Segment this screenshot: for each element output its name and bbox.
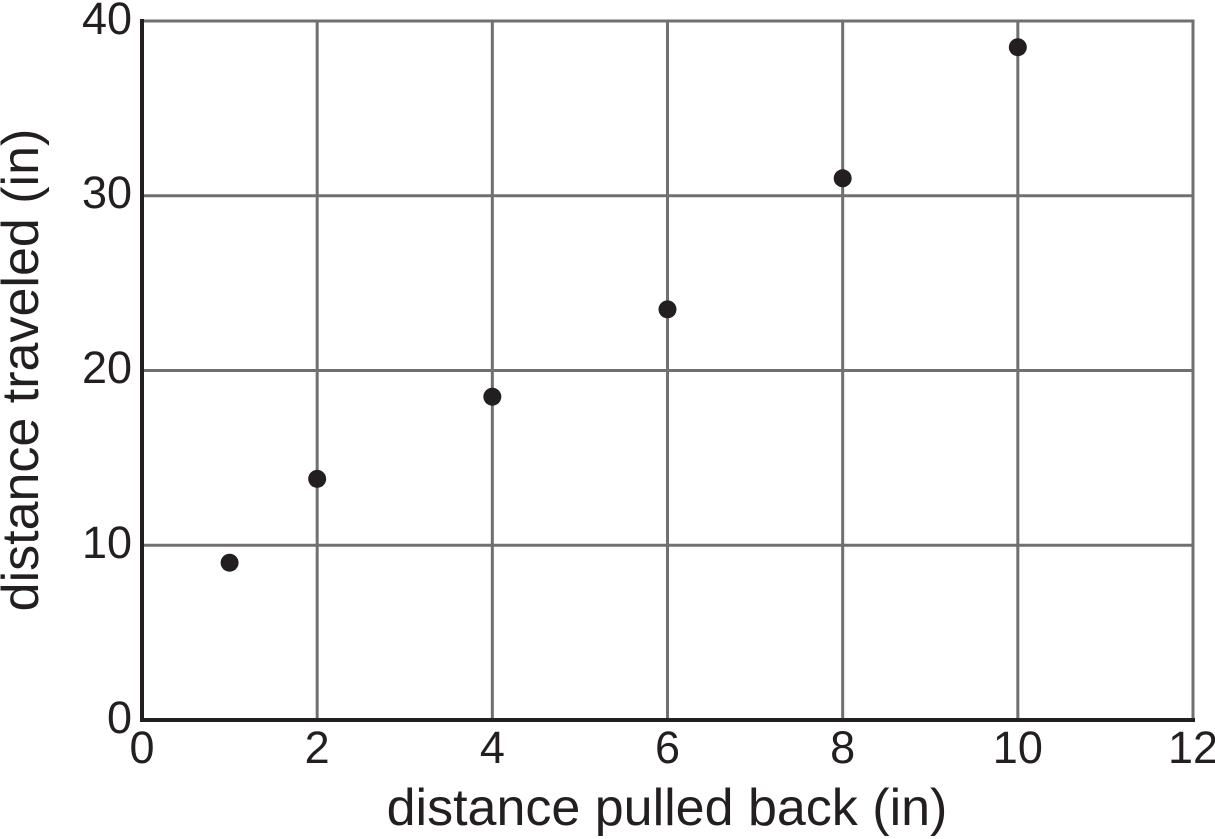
svg-text:0: 0 <box>107 692 132 743</box>
svg-text:6: 6 <box>655 722 680 773</box>
svg-text:distance traveled (in): distance traveled (in) <box>0 129 50 612</box>
svg-text:30: 30 <box>82 167 132 218</box>
svg-text:12: 12 <box>1168 722 1215 773</box>
svg-text:8: 8 <box>830 722 855 773</box>
svg-text:2: 2 <box>305 722 330 773</box>
svg-text:20: 20 <box>82 342 132 393</box>
svg-text:0: 0 <box>129 722 154 773</box>
svg-text:distance pulled back (in): distance pulled back (in) <box>387 779 948 837</box>
svg-text:10: 10 <box>82 517 132 568</box>
svg-text:10: 10 <box>993 722 1043 773</box>
svg-text:4: 4 <box>480 722 505 773</box>
svg-text:40: 40 <box>82 0 132 44</box>
